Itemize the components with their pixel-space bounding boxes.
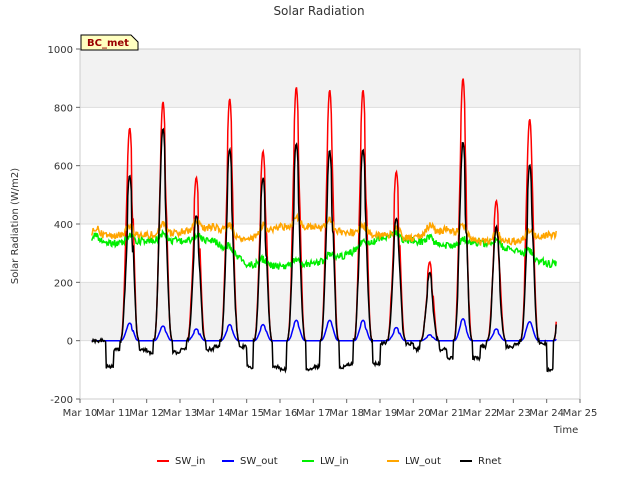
- legend-label: SW_out: [240, 456, 278, 467]
- y-tick-label: 0: [67, 337, 73, 348]
- background-band: [80, 282, 580, 341]
- y-tick-label: 200: [54, 278, 73, 289]
- legend: SW_in SW_out LW_in LW_out Rnet: [157, 456, 501, 467]
- x-tick-label: Mar 21: [429, 408, 464, 419]
- y-tick-label: -200: [50, 395, 73, 406]
- x-tick-label: Mar 13: [163, 408, 198, 419]
- site-label-box: BC_met: [80, 34, 139, 51]
- y-axis-title: Solar Radiation (W/m2): [10, 168, 21, 284]
- x-tick-label: Mar 15: [229, 408, 264, 419]
- site-label: BC_met: [87, 38, 129, 49]
- x-axis-title: Time: [553, 425, 578, 436]
- x-tick-label: Mar 18: [329, 408, 364, 419]
- x-tick-label: Mar 25: [563, 408, 598, 419]
- x-tick-label: Mar 17: [296, 408, 331, 419]
- x-tick-label: Mar 19: [363, 408, 398, 419]
- x-tick-label: Mar 12: [129, 408, 164, 419]
- y-tick-label: 800: [54, 103, 73, 114]
- legend-label: LW_out: [405, 456, 441, 467]
- x-tick-label: Mar 23: [496, 408, 531, 419]
- series-line-lw-out: [90, 212, 557, 247]
- x-tick-label: Mar 24: [529, 408, 564, 419]
- y-tick-label: 600: [54, 162, 73, 173]
- y-tick-label: 400: [54, 220, 73, 231]
- y-tick-label: 1000: [48, 45, 73, 56]
- x-tick-label: Mar 16: [263, 408, 298, 419]
- legend-label: SW_in: [175, 456, 205, 467]
- site-label-background: [80, 34, 139, 51]
- series-line-rnet: [91, 127, 557, 374]
- x-tick-label: Mar 10: [63, 408, 98, 419]
- chart-title: Solar Radiation: [273, 4, 364, 18]
- x-tick-label: Mar 22: [463, 408, 498, 419]
- legend-label: Rnet: [478, 456, 501, 467]
- x-tick-label: Mar 20: [396, 408, 431, 419]
- background-band: [80, 340, 580, 399]
- x-tick-label: Mar 11: [96, 408, 131, 419]
- series-line-sw-out: [91, 317, 557, 342]
- legend-label: LW_in: [320, 456, 349, 467]
- background-band: [80, 165, 580, 224]
- series-lines: [90, 78, 557, 374]
- x-tick-label: Mar 14: [196, 408, 231, 419]
- y-axis-ticks: -200 0 200 400 600 800 1000: [48, 45, 80, 406]
